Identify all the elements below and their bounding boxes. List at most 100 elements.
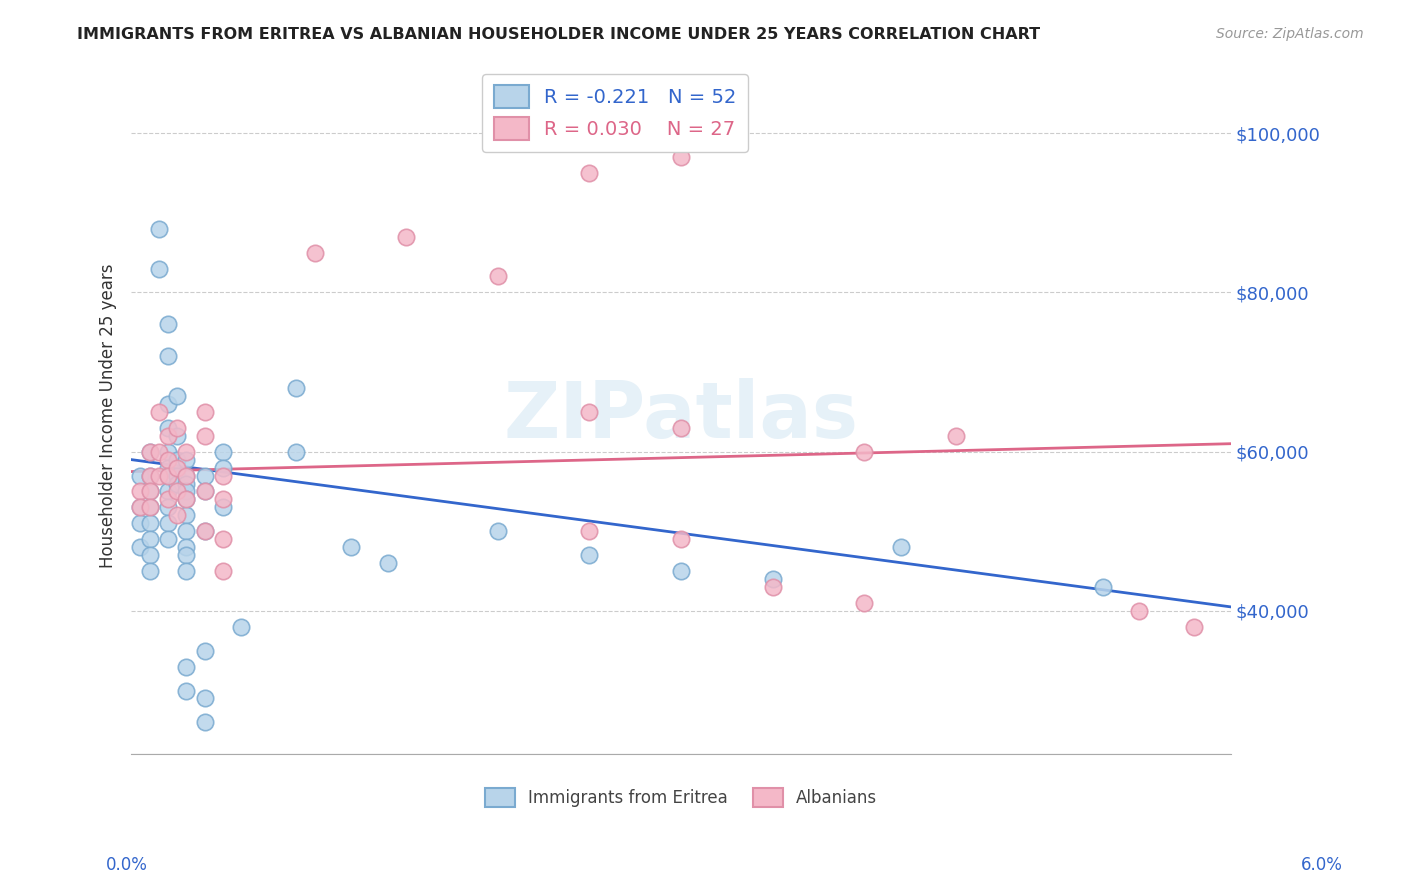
Point xyxy=(138,484,160,499)
Point xyxy=(212,492,235,507)
Point xyxy=(212,564,235,578)
Point xyxy=(193,643,215,657)
Point xyxy=(148,405,170,419)
Point xyxy=(138,516,160,531)
Point xyxy=(156,397,179,411)
Point xyxy=(174,508,197,523)
Point xyxy=(156,460,179,475)
Point xyxy=(174,492,197,507)
Legend: Immigrants from Eritrea, Albanians: Immigrants from Eritrea, Albanians xyxy=(478,781,884,814)
Point xyxy=(166,508,188,523)
Point xyxy=(156,516,179,531)
Point xyxy=(377,556,399,570)
Point xyxy=(193,715,215,730)
Y-axis label: Householder Income Under 25 years: Householder Income Under 25 years xyxy=(100,263,117,568)
Point xyxy=(193,484,215,499)
Point xyxy=(193,428,215,442)
Point xyxy=(166,428,188,442)
Point xyxy=(193,405,215,419)
Point xyxy=(156,492,179,507)
Point xyxy=(853,444,876,458)
Point xyxy=(156,444,179,458)
Point xyxy=(340,540,363,554)
Point xyxy=(578,548,600,562)
Point xyxy=(156,468,179,483)
Point xyxy=(174,468,197,483)
Point xyxy=(174,468,197,483)
Point xyxy=(166,421,188,435)
Point xyxy=(231,620,253,634)
Point xyxy=(138,468,160,483)
Text: 6.0%: 6.0% xyxy=(1301,856,1343,874)
Point xyxy=(156,500,179,515)
Point xyxy=(669,564,692,578)
Point xyxy=(174,659,197,673)
Point xyxy=(578,405,600,419)
Point xyxy=(138,500,160,515)
Point xyxy=(148,444,170,458)
Point xyxy=(138,444,160,458)
Point xyxy=(156,452,179,467)
Point xyxy=(285,444,308,458)
Point xyxy=(174,548,197,562)
Point xyxy=(138,548,160,562)
Point xyxy=(138,500,160,515)
Point xyxy=(166,468,188,483)
Point xyxy=(156,318,179,332)
Point xyxy=(853,596,876,610)
Point xyxy=(129,540,152,554)
Point xyxy=(1128,604,1150,618)
Point xyxy=(138,564,160,578)
Point xyxy=(156,484,179,499)
Point xyxy=(174,452,197,467)
Point xyxy=(174,476,197,491)
Point xyxy=(304,245,326,260)
Point xyxy=(193,484,215,499)
Text: Source: ZipAtlas.com: Source: ZipAtlas.com xyxy=(1216,27,1364,41)
Point xyxy=(174,444,197,458)
Point xyxy=(762,580,785,594)
Point xyxy=(212,500,235,515)
Point xyxy=(138,484,160,499)
Point xyxy=(156,349,179,363)
Point xyxy=(669,533,692,547)
Text: IMMIGRANTS FROM ERITREA VS ALBANIAN HOUSEHOLDER INCOME UNDER 25 YEARS CORRELATIO: IMMIGRANTS FROM ERITREA VS ALBANIAN HOUS… xyxy=(77,27,1040,42)
Point xyxy=(193,524,215,539)
Point xyxy=(486,524,509,539)
Point xyxy=(212,468,235,483)
Point xyxy=(138,444,160,458)
Point xyxy=(129,516,152,531)
Point xyxy=(193,524,215,539)
Point xyxy=(395,229,418,244)
Point xyxy=(174,540,197,554)
Point xyxy=(174,564,197,578)
Point xyxy=(578,524,600,539)
Point xyxy=(129,500,152,515)
Point xyxy=(129,484,152,499)
Point xyxy=(1091,580,1114,594)
Point xyxy=(166,460,188,475)
Point xyxy=(174,683,197,698)
Point xyxy=(890,540,912,554)
Text: 0.0%: 0.0% xyxy=(105,856,148,874)
Point xyxy=(166,484,188,499)
Point xyxy=(1182,620,1205,634)
Point xyxy=(945,428,967,442)
Point xyxy=(156,421,179,435)
Point xyxy=(578,166,600,180)
Point xyxy=(129,468,152,483)
Point xyxy=(129,500,152,515)
Point xyxy=(148,261,170,276)
Point xyxy=(148,221,170,235)
Point xyxy=(156,428,179,442)
Point xyxy=(486,269,509,284)
Point xyxy=(669,421,692,435)
Point xyxy=(166,389,188,403)
Point xyxy=(166,476,188,491)
Point xyxy=(138,468,160,483)
Point xyxy=(193,691,215,706)
Point xyxy=(174,524,197,539)
Point xyxy=(762,572,785,586)
Point xyxy=(174,492,197,507)
Point xyxy=(148,468,170,483)
